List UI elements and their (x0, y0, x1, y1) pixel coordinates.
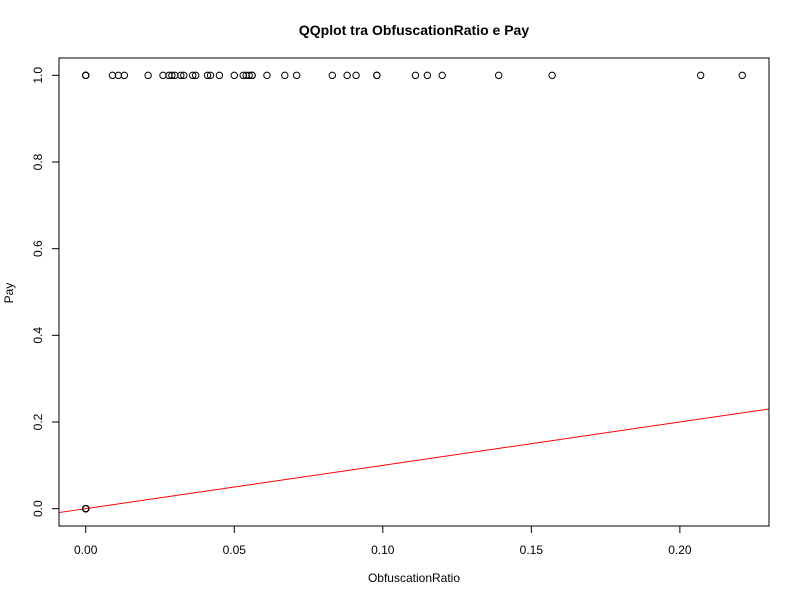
data-point-33 (343, 71, 351, 80)
y-tick-label-4: 0.8 (31, 153, 45, 170)
data-point-7 (82, 71, 90, 80)
x-tick-label-4: 0.20 (668, 543, 692, 557)
data-point-23 (230, 71, 238, 80)
y-tick-label-5: 1.0 (31, 67, 45, 84)
x-tick-label-0: 0.00 (74, 543, 98, 557)
data-point-9 (114, 71, 123, 80)
data-point-21 (206, 71, 215, 80)
data-point-30 (281, 71, 289, 80)
data-point-34 (352, 71, 360, 80)
data-point-18 (188, 71, 197, 80)
data-point-40 (494, 71, 503, 80)
y-axis: 0.0 0.2 0.4 0.6 0.8 1.0 (31, 67, 60, 517)
data-point-38 (423, 71, 432, 80)
plot-frame (58, 57, 770, 527)
data-point-4 (82, 504, 90, 513)
data-point-29 (263, 71, 271, 80)
data-point-20 (203, 71, 212, 80)
data-point-32 (328, 71, 337, 80)
y-axis-label: Pay (2, 283, 16, 304)
data-point-22 (215, 71, 224, 80)
data-point-16 (177, 71, 185, 80)
data-point-26 (245, 71, 253, 80)
y-tick-label-0: 0.0 (31, 500, 45, 517)
data-point-31 (292, 71, 301, 80)
y-tick-label-2: 0.4 (31, 327, 45, 344)
data-point-41 (548, 71, 556, 80)
data-point-42 (696, 71, 705, 80)
x-tick-label-1: 0.05 (223, 543, 247, 557)
chart-title: QQplot tra ObfuscationRatio e Pay (299, 22, 529, 38)
y-tick-label-1: 0.2 (31, 413, 45, 430)
data-point-12 (159, 71, 167, 80)
reference-line (58, 408, 770, 514)
data-point-11 (144, 71, 152, 80)
data-point-8 (108, 71, 117, 80)
data-point-14 (168, 71, 176, 80)
x-axis-label: ObfuscationRatio (368, 571, 460, 585)
data-point-39 (438, 71, 446, 80)
x-axis: 0.00 0.05 0.10 0.15 0.20 (74, 525, 692, 557)
data-point-19 (191, 71, 200, 80)
x-tick-label-2: 0.10 (371, 543, 395, 557)
data-point-10 (120, 71, 129, 80)
data-point-36 (373, 71, 381, 80)
data-point-17 (180, 71, 188, 80)
x-tick-label-3: 0.15 (520, 543, 544, 557)
data-point-43 (738, 71, 746, 80)
data-point-28 (248, 71, 256, 80)
data-point-37 (411, 71, 420, 80)
y-tick-label-3: 0.6 (31, 240, 45, 257)
